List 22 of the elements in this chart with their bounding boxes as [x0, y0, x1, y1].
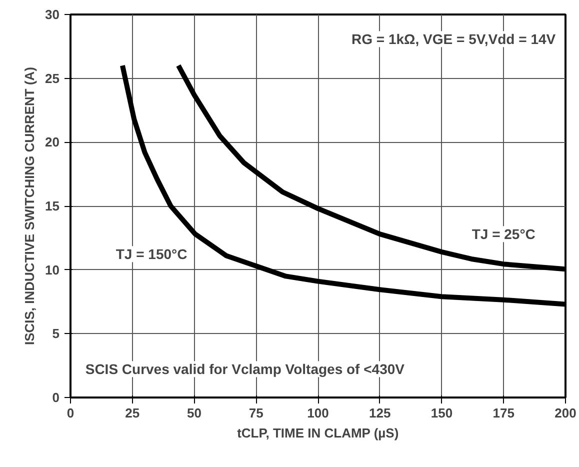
x-axis-title: tCLP, TIME IN CLAMP (µS): [237, 426, 399, 440]
y-tick-label: 20: [45, 134, 60, 150]
series-label: TJ = 25°C: [472, 226, 536, 242]
x-tick-label: 200: [554, 406, 576, 420]
x-tick-label: 100: [307, 406, 329, 420]
x-tick-label: 50: [187, 406, 202, 420]
x-tick-label: 0: [66, 406, 74, 420]
series-label: TJ = 150°C: [116, 246, 188, 262]
x-tick-label: 175: [492, 406, 514, 420]
x-tick-label: 25: [125, 406, 140, 420]
y-tick-label: 15: [45, 198, 60, 214]
y-axis-title: ISCIS, INDUCTIVE SWITCHING CURRENT (A): [22, 66, 38, 346]
y-tick-label: 30: [45, 7, 60, 22]
x-tick-label: 75: [248, 406, 264, 420]
y-tick-label: 0: [52, 390, 60, 405]
y-tick-label: 5: [52, 326, 60, 342]
y-tick-label: 25: [45, 70, 60, 86]
annotation: RG = 1kΩ, VGE = 5V,Vdd = 14V: [352, 31, 556, 48]
annotation: SCIS Curves valid for Vclamp Voltages of <430V: [85, 361, 406, 378]
x-tick-label: 150: [430, 406, 453, 420]
x-tick-label: 125: [369, 406, 391, 420]
y-tick-label: 10: [45, 262, 60, 278]
